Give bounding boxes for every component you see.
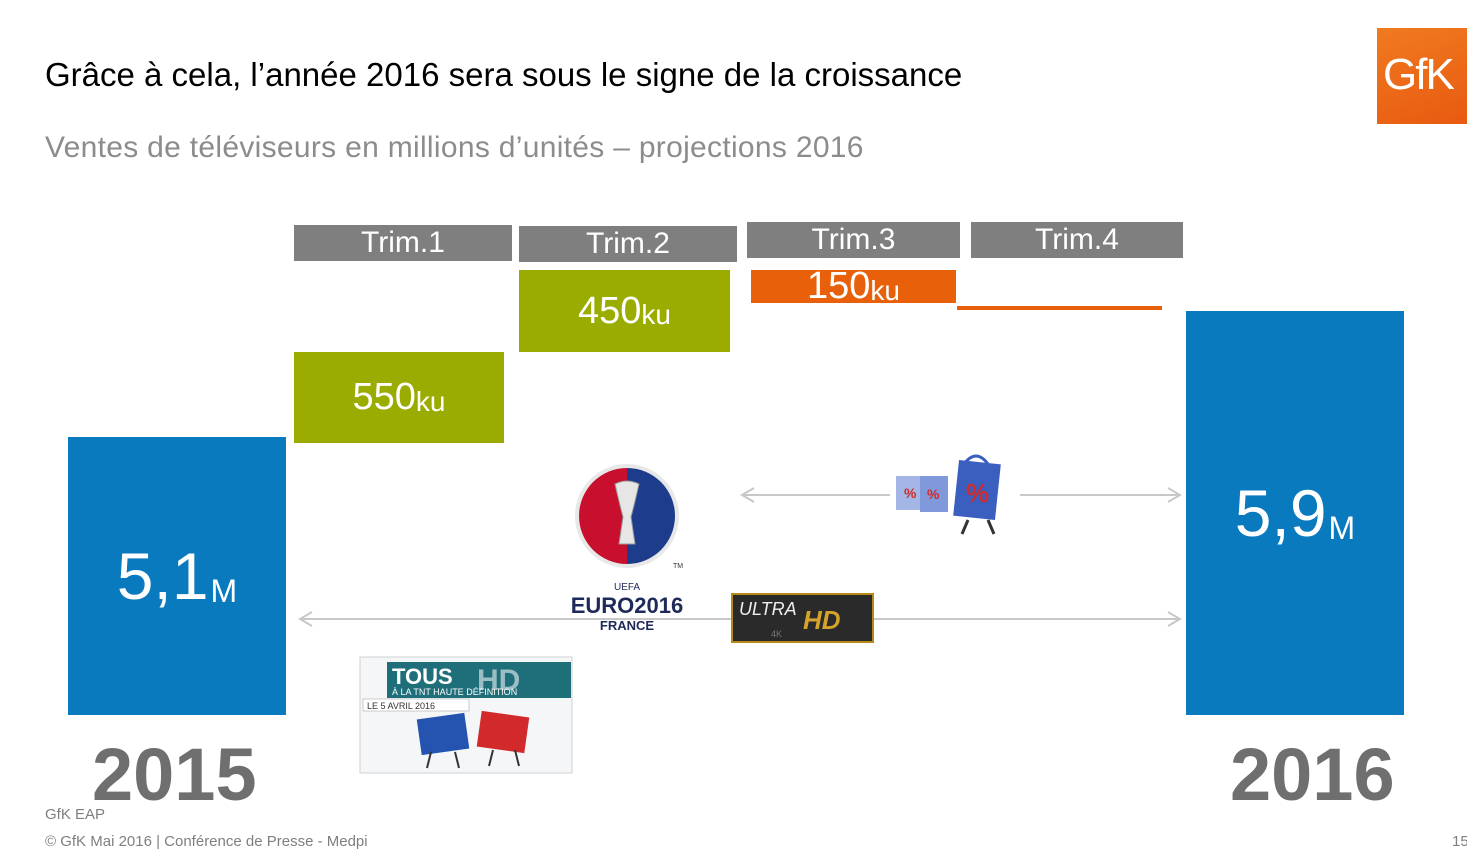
year-span-arrow-right bbox=[1167, 611, 1182, 627]
bar-2016: 5,9 M bbox=[1186, 311, 1404, 715]
footer-page-number: 15 bbox=[1452, 833, 1467, 850]
uhd-frame bbox=[731, 593, 874, 643]
uhd-sub: 4K bbox=[771, 629, 782, 639]
footer-copyright: © GfK Mai 2016 | Conférence de Presse - … bbox=[45, 833, 368, 850]
ultra-hd-logo: ULTRA HD 4K bbox=[731, 593, 874, 643]
tnt-line1b: HD bbox=[477, 664, 520, 697]
year-2016-label: 2016 bbox=[1230, 733, 1395, 816]
page-subtitle: Ventes de téléviseurs en millions d’unit… bbox=[45, 131, 864, 164]
blue-tv-icon bbox=[416, 712, 470, 756]
quarter-3-header: Trim.3 bbox=[747, 222, 960, 258]
sales-arrow-left-head bbox=[740, 487, 755, 503]
tnt-date: LE 5 AVRIL 2016 bbox=[367, 701, 435, 711]
blue-tv-leg-left bbox=[426, 751, 432, 769]
quarter-4-bar bbox=[957, 306, 1162, 310]
bar-2016-unit: M bbox=[1328, 509, 1356, 546]
quarter-2-unit: ku bbox=[641, 299, 671, 330]
euro-logo-red-half bbox=[579, 468, 627, 564]
bag-symbol-3: % bbox=[966, 478, 989, 508]
euro-country: FRANCE bbox=[600, 618, 654, 633]
bag-handle bbox=[962, 454, 990, 465]
footer-source: GfK EAP bbox=[45, 806, 106, 823]
bar-2015-unit: M bbox=[210, 572, 238, 609]
year-2015-label: 2015 bbox=[92, 733, 257, 816]
red-tv-leg-right bbox=[514, 749, 520, 767]
tnt-banner bbox=[387, 662, 571, 698]
red-tv-icon bbox=[476, 710, 530, 754]
red-tv-leg-left bbox=[488, 749, 494, 767]
page-title: Grâce à cela, l’année 2016 sera sous le … bbox=[45, 56, 963, 93]
gfk-logo-text: GfK bbox=[1383, 50, 1455, 99]
tnt-date-tag bbox=[362, 698, 470, 712]
bag-small-2 bbox=[920, 476, 948, 512]
bar-2016-value: 5,9 bbox=[1234, 476, 1327, 550]
quarter-1-unit: ku bbox=[415, 385, 446, 417]
tnt-line2: À LA TNT HAUTE DÉFINITION bbox=[392, 687, 517, 697]
bag-large bbox=[953, 459, 1001, 521]
bag-leg-left bbox=[960, 519, 970, 535]
euro-tm: TM bbox=[673, 563, 683, 570]
quarter-3-bar: 150 ku bbox=[751, 270, 956, 303]
euro-logo-blue-half bbox=[627, 468, 675, 564]
blue-tv-leg-right bbox=[454, 751, 460, 769]
euro2016-logo: TM UEFA EURO2016 FRANCE bbox=[571, 464, 684, 633]
euro-name: EURO2016 bbox=[571, 593, 684, 618]
tnt-hd-image: TOUS HD À LA TNT HAUTE DÉFINITION LE 5 A… bbox=[359, 656, 573, 774]
euro-uefa: UEFA bbox=[614, 582, 640, 593]
uhd-hd: HD bbox=[803, 605, 841, 635]
quarter-4-header: Trim.4 bbox=[971, 222, 1183, 258]
sales-arrow-right-head bbox=[1167, 487, 1182, 503]
trophy-icon bbox=[614, 480, 640, 545]
bar-2015-value: 5,1 bbox=[116, 539, 209, 613]
bag-symbol-2: % bbox=[927, 486, 940, 502]
year-span-arrow-left bbox=[298, 611, 313, 627]
quarter-2-header: Trim.2 bbox=[519, 226, 737, 262]
shopping-bags-icon: % % % bbox=[896, 454, 1001, 535]
quarter-3-unit: ku bbox=[870, 274, 900, 304]
quarter-1-value: 550 bbox=[352, 376, 416, 418]
quarter-1-header: Trim.1 bbox=[294, 225, 512, 261]
gfk-logo: GfK bbox=[1377, 28, 1467, 124]
tnt-line1: TOUS bbox=[392, 664, 453, 689]
bar-2015: 5,1 M bbox=[68, 437, 286, 715]
quarter-2-bar: 450 ku bbox=[519, 270, 730, 352]
bag-symbol-1: % bbox=[904, 485, 917, 501]
quarter-3-value: 150 bbox=[807, 270, 871, 303]
uhd-ultra: ULTRA bbox=[739, 599, 797, 619]
quarter-2-value: 450 bbox=[578, 289, 642, 332]
quarter-1-bar: 550 ku bbox=[294, 352, 504, 443]
bag-leg-right bbox=[986, 519, 996, 535]
